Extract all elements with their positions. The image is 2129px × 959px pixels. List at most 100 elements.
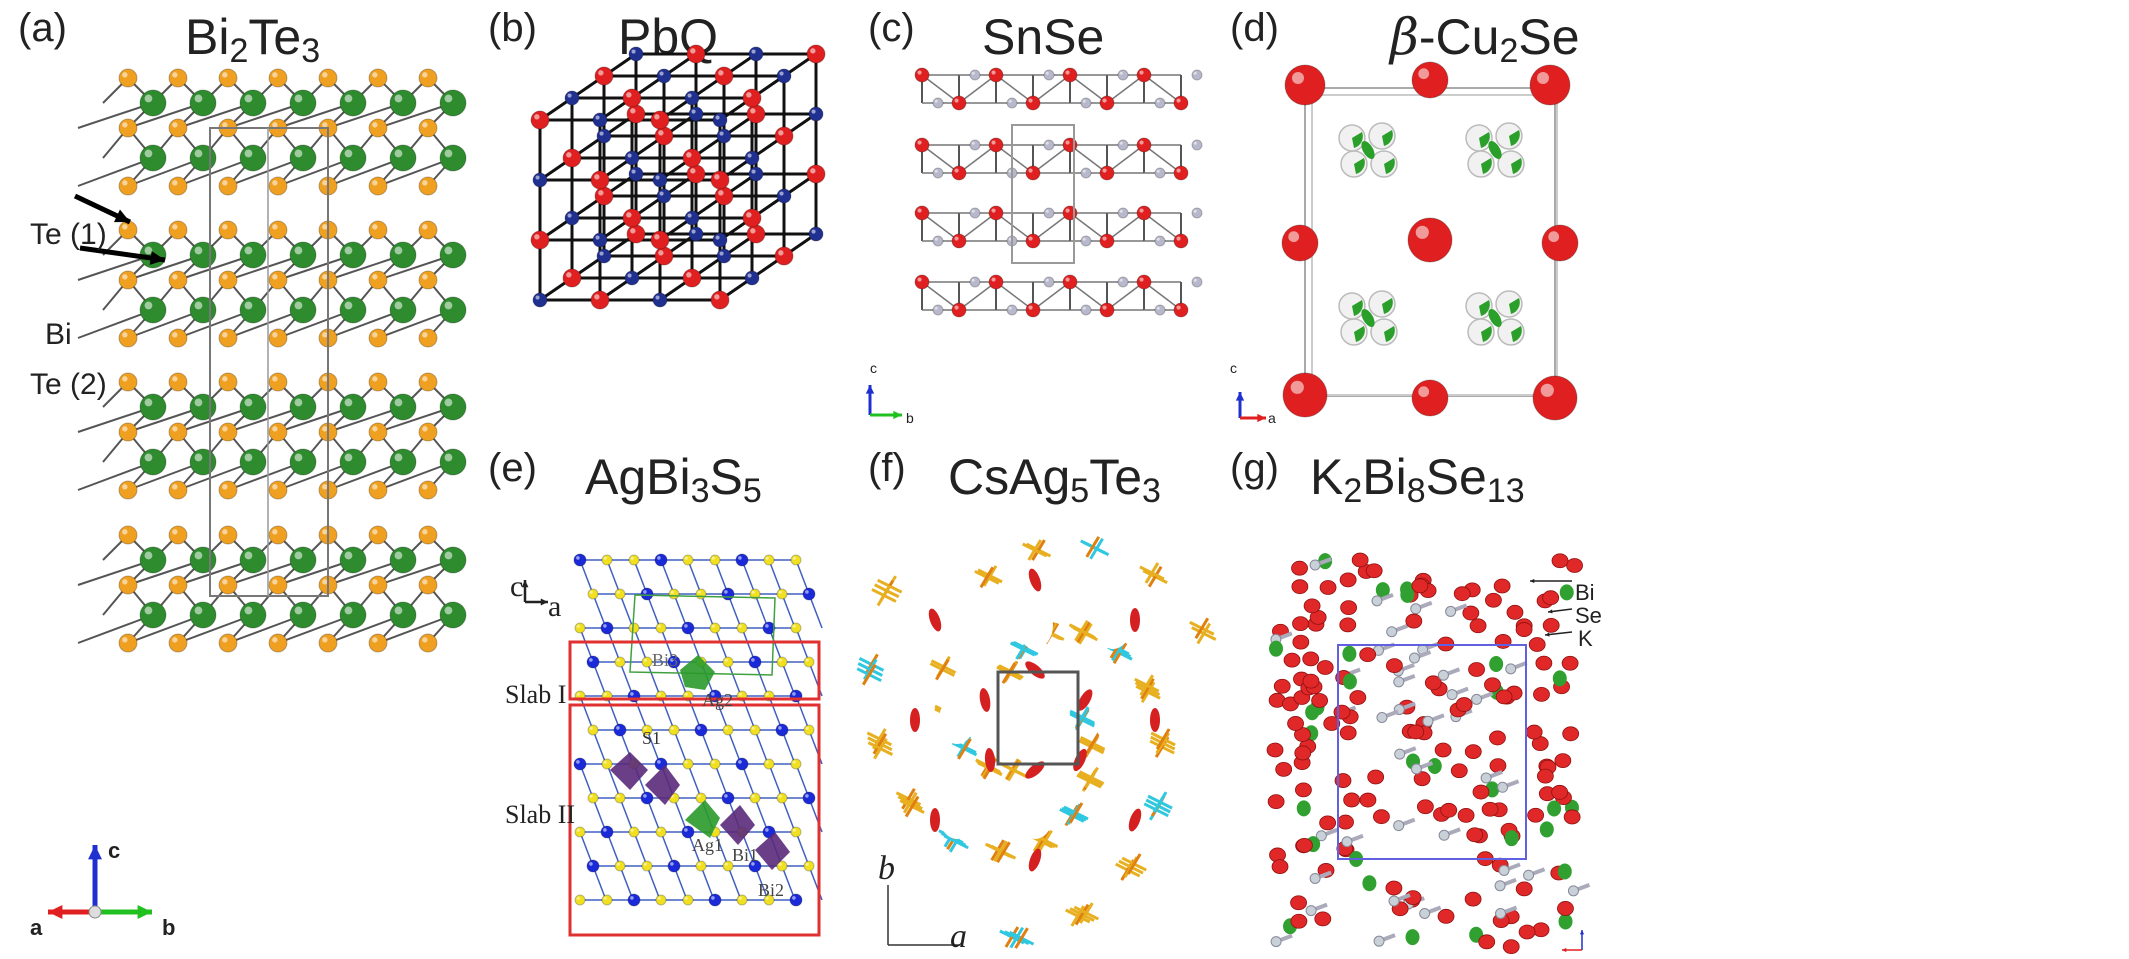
pb-atom-highlight <box>567 93 572 98</box>
te-atom <box>118 480 138 500</box>
te-atom-highlight <box>122 224 128 230</box>
se-atom <box>1557 901 1574 916</box>
bi-atom <box>189 241 217 269</box>
framework-bond <box>1074 619 1089 642</box>
bond <box>714 763 729 799</box>
bond <box>921 281 960 311</box>
bond <box>127 254 204 281</box>
bond <box>808 593 823 629</box>
bi-atom <box>789 893 803 907</box>
bi-atom-highlight <box>294 246 303 255</box>
se-atom-highlight <box>991 70 996 75</box>
unit-cell <box>996 670 1080 766</box>
te-atom <box>118 68 138 88</box>
bi-atom <box>239 546 267 574</box>
s-atom-highlight <box>684 556 688 560</box>
q-atom-highlight <box>750 108 756 114</box>
se-atom <box>988 137 1004 153</box>
te-atom-highlight <box>122 180 128 186</box>
q-atom <box>622 208 642 228</box>
axis-a-arrow-head <box>48 905 63 919</box>
channel <box>939 601 975 649</box>
se-atom <box>914 274 930 290</box>
te-atom-highlight <box>322 224 328 230</box>
te-atom <box>218 220 238 240</box>
te-atom-highlight <box>422 579 428 585</box>
s-atom-highlight <box>603 556 607 560</box>
bi-atom <box>239 89 267 117</box>
k-atom <box>1504 830 1519 847</box>
pb-atom <box>564 210 580 226</box>
sn-atom <box>1080 235 1092 247</box>
bond <box>1143 212 1182 242</box>
s-atom-highlight <box>724 862 728 866</box>
sn-atom-highlight <box>1045 209 1049 213</box>
bond <box>1106 281 1145 311</box>
bi-atom-highlight <box>344 606 353 615</box>
bi-atom <box>139 89 167 117</box>
sn-atom-highlight <box>971 278 975 282</box>
te-atom-highlight <box>122 122 128 128</box>
te-atom <box>218 176 238 196</box>
se-atom <box>1365 563 1383 579</box>
s-atom <box>655 622 667 634</box>
q-atom-highlight <box>566 152 572 158</box>
sn-atom-highlight <box>1119 141 1123 145</box>
pb-atom-highlight <box>751 49 756 54</box>
bi-atom <box>640 791 654 805</box>
framework-bond <box>1085 732 1100 755</box>
te-atom-highlight <box>272 72 278 78</box>
pb-atom-highlight <box>599 251 604 256</box>
se-atom <box>1025 233 1041 249</box>
k-atom <box>1558 913 1573 930</box>
bi-atom <box>339 241 367 269</box>
bond <box>660 627 675 663</box>
bi3-label: Bi3 <box>652 650 679 670</box>
s-atom <box>614 860 626 872</box>
se-atom <box>1099 165 1115 181</box>
bond <box>646 729 661 765</box>
se-atom <box>1493 578 1511 594</box>
se-atom-highlight <box>917 277 922 282</box>
axis-c-arrow-head <box>1235 392 1245 401</box>
se-atom <box>1173 165 1189 181</box>
q-atom-highlight <box>654 234 660 240</box>
te-atom-highlight <box>422 180 428 186</box>
bi-atom-highlight <box>394 94 403 103</box>
se-atom <box>1405 613 1423 629</box>
bond <box>127 309 204 339</box>
se-atom-highlight <box>954 168 959 173</box>
pb-atom <box>684 210 700 226</box>
bi-atom <box>586 655 600 669</box>
framework-bond <box>1031 539 1046 561</box>
framework-bond <box>1140 681 1156 704</box>
bi-polyhedron <box>645 765 680 805</box>
panel-e-label: (e) <box>488 446 537 490</box>
bi-atom-highlight <box>444 94 453 103</box>
bond <box>579 627 594 663</box>
s-atom-highlight <box>589 726 593 730</box>
bi-atom <box>289 546 317 574</box>
te-atom-highlight <box>222 224 228 230</box>
se-atom-highlight <box>1065 277 1070 282</box>
k-atom <box>1269 640 1284 657</box>
sn-atom-highlight <box>1119 71 1123 75</box>
te-atom-highlight <box>372 529 378 535</box>
bi-atom <box>139 393 167 421</box>
se-atom <box>1440 802 1458 818</box>
bi-atom-highlight <box>294 149 303 158</box>
bi-atom <box>239 601 267 629</box>
se-atom <box>1136 137 1152 153</box>
se-atom <box>1303 598 1321 614</box>
te-atom-highlight <box>222 72 228 78</box>
framework-bond <box>1014 927 1029 949</box>
framework-bond <box>901 787 916 810</box>
bond <box>127 102 204 129</box>
cs-atom <box>910 708 920 732</box>
se-atom <box>1025 165 1041 181</box>
bond <box>277 406 354 433</box>
ag1-polyhedron <box>685 800 720 838</box>
te-atom <box>118 328 138 348</box>
bi-atom <box>189 601 217 629</box>
te-atom-highlight <box>222 376 228 382</box>
